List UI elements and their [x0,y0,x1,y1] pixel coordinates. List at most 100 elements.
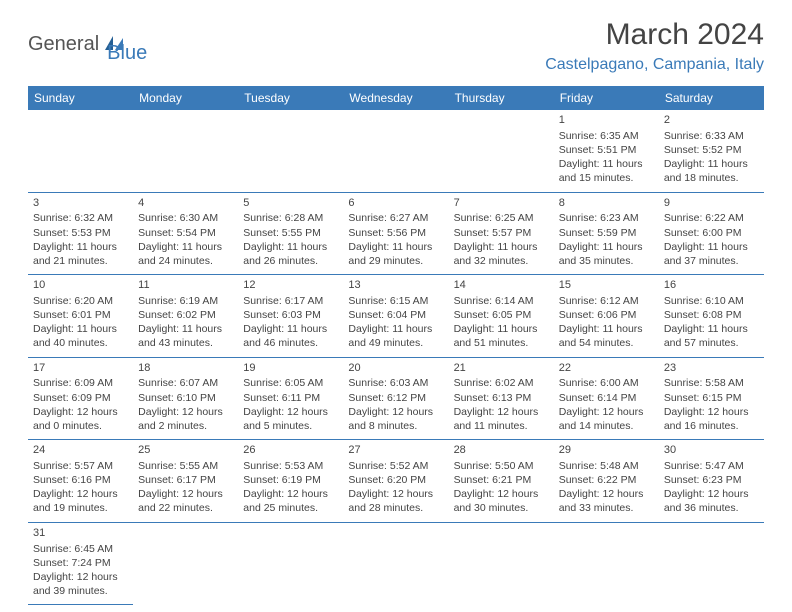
daylight-text: and 15 minutes. [559,171,654,185]
calendar-cell [554,522,659,605]
sunset-text: Sunset: 6:15 PM [664,391,759,405]
sunrise-text: Sunrise: 6:09 AM [33,376,128,390]
calendar-cell: 31Sunrise: 6:45 AMSunset: 7:24 PMDayligh… [28,522,133,605]
daylight-text: and 49 minutes. [348,336,443,350]
calendar-row: 31Sunrise: 6:45 AMSunset: 7:24 PMDayligh… [28,522,764,605]
calendar-table: Sunday Monday Tuesday Wednesday Thursday… [28,86,764,605]
calendar-cell: 13Sunrise: 6:15 AMSunset: 6:04 PMDayligh… [343,275,448,358]
daylight-text: and 28 minutes. [348,501,443,515]
daylight-text: and 54 minutes. [559,336,654,350]
day-number: 21 [454,361,549,376]
calendar-cell: 8Sunrise: 6:23 AMSunset: 5:59 PMDaylight… [554,192,659,275]
day-number: 10 [33,278,128,293]
sunset-text: Sunset: 6:00 PM [664,226,759,240]
day-number: 9 [664,196,759,211]
day-number: 25 [138,443,233,458]
daylight-text: and 22 minutes. [138,501,233,515]
calendar-cell: 5Sunrise: 6:28 AMSunset: 5:55 PMDaylight… [238,192,343,275]
daylight-text: Daylight: 11 hours [664,240,759,254]
daylight-text: and 25 minutes. [243,501,338,515]
calendar-cell [449,522,554,605]
daylight-text: Daylight: 11 hours [454,322,549,336]
day-number: 23 [664,361,759,376]
calendar-cell: 7Sunrise: 6:25 AMSunset: 5:57 PMDaylight… [449,192,554,275]
daylight-text: Daylight: 12 hours [559,405,654,419]
sunset-text: Sunset: 5:53 PM [33,226,128,240]
calendar-cell [133,110,238,192]
daylight-text: Daylight: 11 hours [243,240,338,254]
daylight-text: Daylight: 12 hours [664,405,759,419]
day-number: 27 [348,443,443,458]
day-number: 15 [559,278,654,293]
sunrise-text: Sunrise: 6:12 AM [559,294,654,308]
day-number: 16 [664,278,759,293]
calendar-cell [133,522,238,605]
calendar-cell: 21Sunrise: 6:02 AMSunset: 6:13 PMDayligh… [449,357,554,440]
weekday-header: Sunday [28,86,133,110]
sunset-text: Sunset: 6:22 PM [559,473,654,487]
weekday-header: Tuesday [238,86,343,110]
sunrise-text: Sunrise: 6:05 AM [243,376,338,390]
sunrise-text: Sunrise: 5:48 AM [559,459,654,473]
sunrise-text: Sunrise: 6:25 AM [454,211,549,225]
sunrise-text: Sunrise: 5:53 AM [243,459,338,473]
daylight-text: and 30 minutes. [454,501,549,515]
calendar-cell: 2Sunrise: 6:33 AMSunset: 5:52 PMDaylight… [659,110,764,192]
daylight-text: and 33 minutes. [559,501,654,515]
calendar-cell: 22Sunrise: 6:00 AMSunset: 6:14 PMDayligh… [554,357,659,440]
sunrise-text: Sunrise: 6:27 AM [348,211,443,225]
day-number: 5 [243,196,338,211]
calendar-cell [238,522,343,605]
daylight-text: Daylight: 12 hours [138,487,233,501]
day-number: 4 [138,196,233,211]
location-subtitle: Castelpagano, Campania, Italy [545,56,764,74]
sunset-text: Sunset: 5:56 PM [348,226,443,240]
sunset-text: Sunset: 6:08 PM [664,308,759,322]
sunset-text: Sunset: 6:23 PM [664,473,759,487]
weekday-header: Monday [133,86,238,110]
sunset-text: Sunset: 5:57 PM [454,226,549,240]
sunrise-text: Sunrise: 6:32 AM [33,211,128,225]
day-number: 3 [33,196,128,211]
sunrise-text: Sunrise: 6:10 AM [664,294,759,308]
sunrise-text: Sunrise: 6:15 AM [348,294,443,308]
sunset-text: Sunset: 6:09 PM [33,391,128,405]
daylight-text: Daylight: 11 hours [33,240,128,254]
calendar-cell: 14Sunrise: 6:14 AMSunset: 6:05 PMDayligh… [449,275,554,358]
daylight-text: Daylight: 11 hours [559,322,654,336]
daylight-text: and 35 minutes. [559,254,654,268]
daylight-text: Daylight: 12 hours [33,405,128,419]
calendar-cell [343,110,448,192]
daylight-text: Daylight: 11 hours [243,322,338,336]
daylight-text: and 0 minutes. [33,419,128,433]
sunrise-text: Sunrise: 6:23 AM [559,211,654,225]
header: General Blue March 2024 Castelpagano, Ca… [28,18,764,74]
daylight-text: and 19 minutes. [33,501,128,515]
calendar-cell: 3Sunrise: 6:32 AMSunset: 5:53 PMDaylight… [28,192,133,275]
daylight-text: Daylight: 11 hours [454,240,549,254]
calendar-cell: 1Sunrise: 6:35 AMSunset: 5:51 PMDaylight… [554,110,659,192]
page-title: March 2024 [545,18,764,52]
daylight-text: and 51 minutes. [454,336,549,350]
calendar-row: 10Sunrise: 6:20 AMSunset: 6:01 PMDayligh… [28,275,764,358]
day-number: 12 [243,278,338,293]
sunrise-text: Sunrise: 6:22 AM [664,211,759,225]
sunset-text: Sunset: 6:10 PM [138,391,233,405]
sunset-text: Sunset: 6:05 PM [454,308,549,322]
daylight-text: Daylight: 12 hours [243,487,338,501]
daylight-text: and 24 minutes. [138,254,233,268]
sunrise-text: Sunrise: 6:17 AM [243,294,338,308]
daylight-text: Daylight: 11 hours [33,322,128,336]
sunset-text: Sunset: 7:24 PM [33,556,128,570]
day-number: 13 [348,278,443,293]
daylight-text: Daylight: 12 hours [243,405,338,419]
daylight-text: and 32 minutes. [454,254,549,268]
daylight-text: and 14 minutes. [559,419,654,433]
daylight-text: and 26 minutes. [243,254,338,268]
sunrise-text: Sunrise: 6:02 AM [454,376,549,390]
weekday-header: Friday [554,86,659,110]
daylight-text: Daylight: 11 hours [559,240,654,254]
weekday-header: Wednesday [343,86,448,110]
day-number: 2 [664,113,759,128]
day-number: 18 [138,361,233,376]
